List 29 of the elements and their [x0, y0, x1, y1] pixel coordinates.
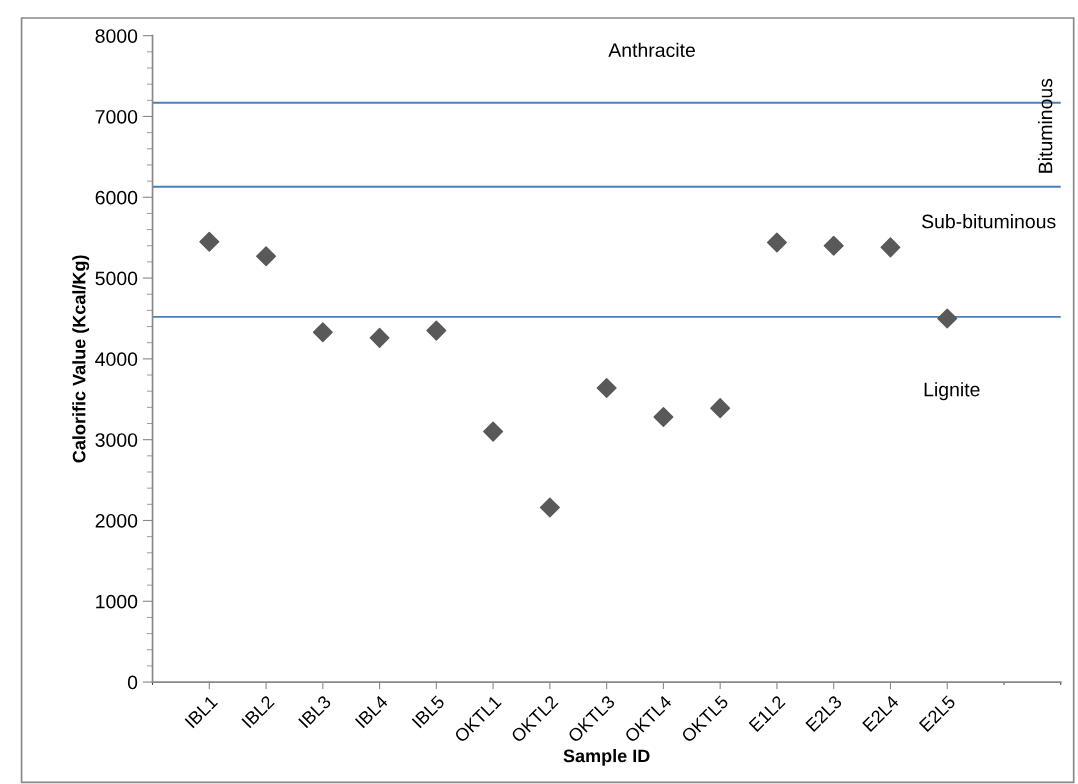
- y-tick-label: 2000: [95, 513, 138, 528]
- y-tick-label: 0: [127, 675, 138, 690]
- point: [653, 407, 674, 428]
- y-tick-label: 5000: [95, 271, 138, 286]
- point: [937, 308, 958, 329]
- y-tick-label: 6000: [95, 190, 138, 205]
- y-tick-label: 7000: [95, 109, 138, 124]
- y-tick-label: 3000: [95, 433, 138, 447]
- text: Bituminous: [1038, 78, 1053, 173]
- point: [823, 235, 844, 256]
- point: [483, 421, 504, 442]
- y-tick-label: 4000: [95, 352, 138, 367]
- point: [426, 320, 447, 341]
- annotation: Anthracite: [608, 42, 695, 58]
- point: [880, 237, 901, 258]
- annotation: Lignite: [924, 382, 980, 401]
- point: [199, 231, 220, 252]
- x-axis-title: Sample ID: [563, 749, 650, 766]
- point: [596, 377, 617, 398]
- y-axis-title: Calorific Value (Kcal/Kg): [72, 255, 90, 463]
- point: [539, 497, 560, 518]
- point: [312, 322, 333, 343]
- point: [766, 232, 787, 253]
- point: [710, 398, 731, 419]
- point: [369, 327, 390, 348]
- point: [256, 246, 277, 267]
- y-tick-label: 8000: [95, 29, 138, 43]
- y-tick-label: 1000: [96, 594, 138, 609]
- annotation: Sub-bituminous: [922, 214, 1056, 229]
